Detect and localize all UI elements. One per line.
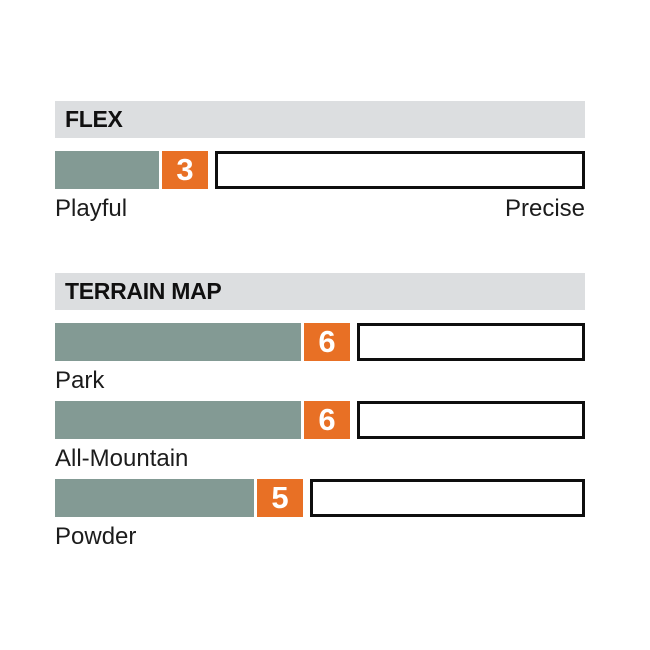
flex-endpoint-labels: Playful Precise (55, 197, 585, 221)
endpoint-label-left: Playful (55, 195, 128, 222)
terrain-item-park: 6 Park (55, 323, 585, 393)
rating-value: 6 (318, 324, 336, 359)
value-badge: 6 (304, 401, 350, 439)
flex-rating-bar: 3 (55, 151, 585, 189)
rating-value: 6 (318, 402, 336, 437)
terrain-item-powder: 5 Powder (55, 479, 585, 549)
bar-track (357, 401, 585, 439)
terrain-map-section: TERRAIN MAP 6 Park 6 All-Mountain (55, 273, 585, 549)
endpoint-label-right: Precise (504, 195, 585, 222)
bar-fill (55, 151, 159, 189)
powder-rating-bar: 5 (55, 479, 585, 517)
flex-section-header: FLEX (55, 101, 585, 138)
all-mountain-rating-bar: 6 (55, 401, 585, 439)
category-label: Park (55, 367, 105, 394)
value-badge: 3 (162, 151, 208, 189)
terrain-section-header: TERRAIN MAP (55, 273, 585, 310)
category-label: Powder (55, 523, 137, 550)
value-badge: 6 (304, 323, 350, 361)
rating-value: 5 (271, 480, 289, 515)
value-badge: 5 (257, 479, 303, 517)
bar-track (215, 151, 585, 189)
bar-fill (55, 323, 301, 361)
terrain-section-title: TERRAIN MAP (65, 278, 222, 304)
bar-fill (55, 401, 301, 439)
bar-fill (55, 479, 254, 517)
rating-value: 3 (176, 152, 194, 187)
park-rating-bar: 6 (55, 323, 585, 361)
terrain-item-all-mountain: 6 All-Mountain (55, 401, 585, 471)
flex-section: FLEX 3 Playful Precise (55, 101, 585, 221)
bar-track (357, 323, 585, 361)
flex-section-title: FLEX (65, 106, 123, 132)
category-label: All-Mountain (55, 445, 189, 472)
bar-track (310, 479, 585, 517)
